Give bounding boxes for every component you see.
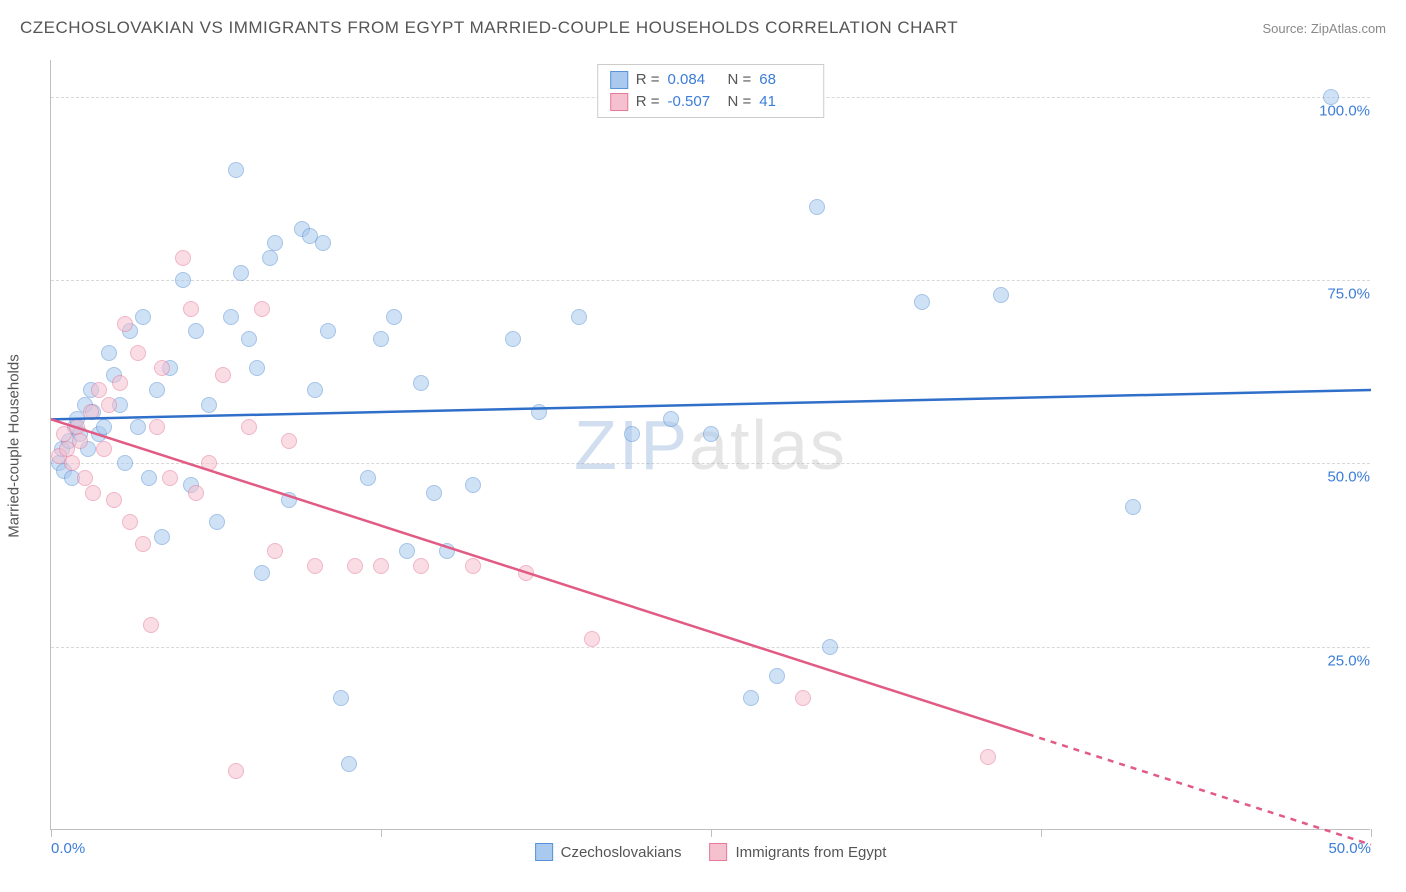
scatter-points (51, 60, 1370, 829)
stats-row-egypt: R = -0.507 N = 41 (610, 91, 812, 113)
legend-item-czech: Czechoslovakians (535, 843, 682, 861)
swatch-egypt (610, 93, 628, 111)
legend-label: Immigrants from Egypt (736, 844, 887, 861)
swatch-egypt-icon (710, 843, 728, 861)
chart-title: CZECHOSLOVAKIAN VS IMMIGRANTS FROM EGYPT… (20, 18, 958, 38)
stats-box: R = 0.084 N = 68 R = -0.507 N = 41 (597, 64, 825, 118)
swatch-czech-icon (535, 843, 553, 861)
legend-item-egypt: Immigrants from Egypt (710, 843, 887, 861)
y-axis-label: Married-couple Households (6, 354, 23, 537)
plot-area: 25.0%50.0%75.0%100.0% ZIPatlas R = 0.084… (50, 60, 1370, 830)
title-bar: CZECHOSLOVAKIAN VS IMMIGRANTS FROM EGYPT… (20, 18, 1386, 38)
source-label: Source: ZipAtlas.com (1262, 21, 1386, 36)
swatch-czech (610, 71, 628, 89)
legend: Czechoslovakians Immigrants from Egypt (535, 843, 887, 861)
stats-row-czech: R = 0.084 N = 68 (610, 69, 812, 91)
legend-label: Czechoslovakians (561, 844, 682, 861)
